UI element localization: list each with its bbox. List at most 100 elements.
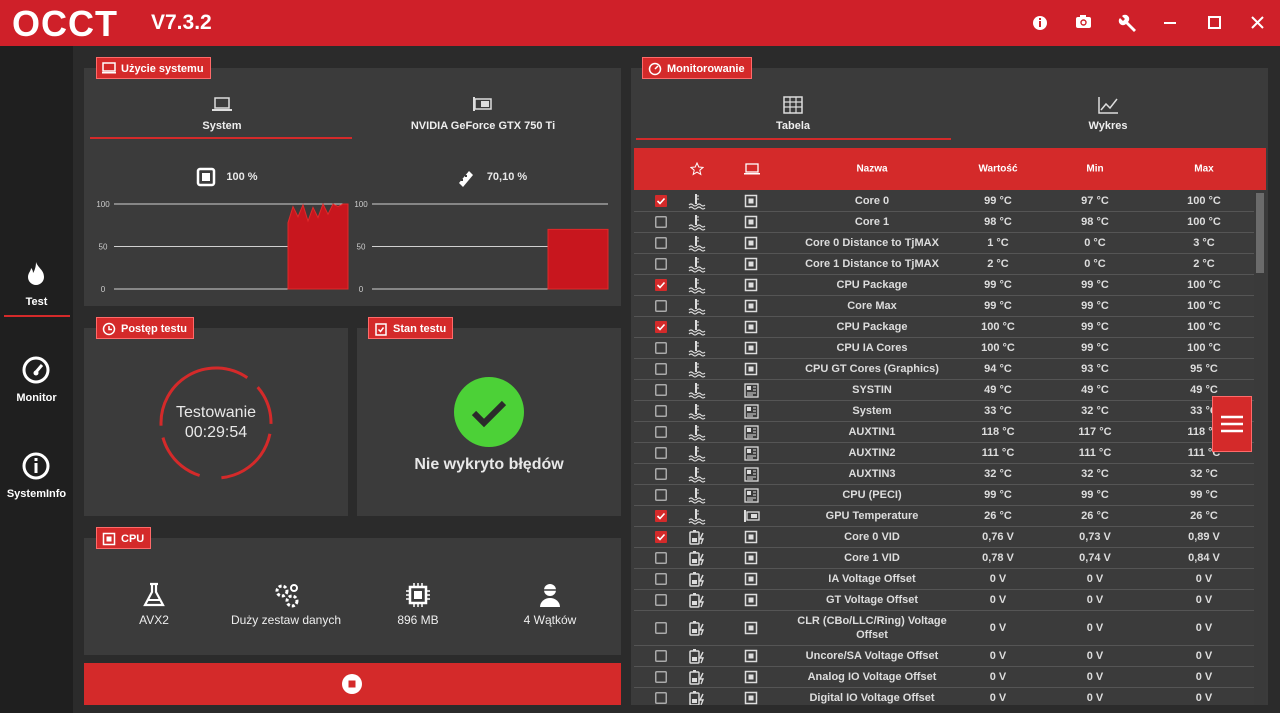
sensor-row: Core 1 VID 0,78 V 0,74 V 0,84 V xyxy=(634,548,1254,569)
usage-tab[interactable]: NVIDIA GeForce GTX 750 Ti xyxy=(410,120,556,132)
tab-underline xyxy=(636,138,951,140)
sensor-name: CPU Package xyxy=(836,321,908,333)
sensor-value: 49 °C xyxy=(984,384,1012,396)
sensor-row: CPU (PECI) 99 °C 99 °C 99 °C xyxy=(634,485,1254,506)
minimize-button[interactable] xyxy=(1164,22,1176,24)
progress-badge: Postęp testu xyxy=(96,317,195,339)
monitoring-tab[interactable]: Tabela xyxy=(775,120,811,132)
checkbox[interactable] xyxy=(651,506,671,526)
maximize-button[interactable] xyxy=(1208,16,1221,29)
stop-button[interactable] xyxy=(84,663,621,705)
sidebar: Test Monitor SystemInfo xyxy=(0,46,73,713)
sidebar-item[interactable]: Monitor xyxy=(0,356,73,426)
sensor-name: CPU GT Cores (Graphics) xyxy=(805,363,939,375)
sensor-type-glyph xyxy=(688,193,706,210)
checkbox[interactable] xyxy=(651,254,671,274)
sensor-type-glyph xyxy=(689,690,705,705)
sensor-name: CPU IA Cores xyxy=(836,342,908,354)
version: V7.3.2 xyxy=(151,11,212,34)
checkbox[interactable] xyxy=(651,667,671,687)
sensor-type-glyph xyxy=(689,550,705,566)
info-button[interactable] xyxy=(1033,16,1047,30)
sensor-type-glyph xyxy=(689,529,705,545)
sidebar-icon xyxy=(22,356,50,384)
sensor-value: 2 °C xyxy=(987,258,1009,270)
sensor-value: 0 V xyxy=(989,573,1007,585)
settings-button[interactable] xyxy=(1118,14,1136,33)
device-glyph xyxy=(744,341,758,354)
device-icon xyxy=(742,317,762,337)
checkbox[interactable] xyxy=(651,380,671,400)
sensor-type-glyph xyxy=(688,319,706,336)
checkbox[interactable] xyxy=(651,646,671,666)
sensor-type-glyph xyxy=(688,340,706,357)
sensor-min: 0,74 V xyxy=(1079,552,1111,564)
device-glyph xyxy=(744,670,758,683)
sensor-value: 0,78 V xyxy=(982,552,1014,564)
monitoring-tab[interactable]: Wykres xyxy=(1088,120,1128,132)
sensor-row: CPU IA Cores 100 °C 99 °C 100 °C xyxy=(634,338,1254,359)
checkbox[interactable] xyxy=(651,611,671,645)
checkbox[interactable] xyxy=(651,688,671,705)
sensor-type-glyph xyxy=(688,466,706,483)
checkbox[interactable] xyxy=(651,548,671,568)
sidebar-icon xyxy=(28,262,44,285)
sensor-type-glyph xyxy=(688,235,706,252)
checkbox[interactable] xyxy=(651,338,671,358)
sensor-type-glyph xyxy=(689,648,705,664)
checkbox[interactable] xyxy=(651,422,671,442)
checkbox[interactable] xyxy=(651,191,671,211)
sensor-type-icon xyxy=(687,611,707,645)
sensor-value: 0,76 V xyxy=(982,531,1014,543)
sensor-row: CPU Package 100 °C 99 °C 100 °C xyxy=(634,317,1254,338)
sidebar-item[interactable]: SystemInfo xyxy=(0,452,73,522)
checkbox-box xyxy=(655,384,667,396)
checkbox[interactable] xyxy=(651,275,671,295)
checkbox[interactable] xyxy=(651,317,671,337)
monitoring-badge: Monitorowanie xyxy=(642,57,752,79)
progress-ring xyxy=(159,366,273,480)
sensor-row: AUXTIN1 118 °C 117 °C 118 °C xyxy=(634,422,1254,443)
sensor-max: 0,89 V xyxy=(1188,531,1220,543)
checkbox[interactable] xyxy=(651,569,671,589)
gauge-value: 70,10 % xyxy=(486,171,528,183)
scrollbar[interactable] xyxy=(1254,191,1266,705)
sensor-value: 0 V xyxy=(989,594,1007,606)
checkbox-box xyxy=(655,447,667,459)
sensor-type-icon xyxy=(687,485,707,505)
checkbox[interactable] xyxy=(651,527,671,547)
checkbox-box xyxy=(655,321,667,333)
sensor-type-glyph xyxy=(688,424,706,441)
cpu-badge: CPU xyxy=(96,527,152,549)
usage-tab[interactable]: System xyxy=(202,120,242,132)
sensor-type-glyph xyxy=(689,669,705,685)
checkbox[interactable] xyxy=(651,359,671,379)
checkbox-box xyxy=(655,573,667,585)
sensor-max: 33 °C xyxy=(1190,405,1218,417)
close-button[interactable] xyxy=(1251,16,1264,29)
sensor-max: 49 °C xyxy=(1190,384,1218,396)
sensor-value: 0 V xyxy=(989,671,1007,683)
checkbox[interactable] xyxy=(651,590,671,610)
column-header: Max xyxy=(1194,163,1214,175)
checkbox[interactable] xyxy=(651,296,671,316)
tab-icon xyxy=(783,96,803,114)
checkbox[interactable] xyxy=(651,485,671,505)
menu-button[interactable] xyxy=(1212,396,1252,452)
checkbox[interactable] xyxy=(651,401,671,421)
checkbox[interactable] xyxy=(651,212,671,232)
sensor-type-icon xyxy=(687,688,707,705)
sidebar-item[interactable]: Test xyxy=(0,260,73,330)
device-icon xyxy=(742,233,762,253)
scroll-thumb[interactable] xyxy=(1256,193,1264,273)
device-glyph xyxy=(744,299,758,312)
checkbox[interactable] xyxy=(651,233,671,253)
device-glyph xyxy=(744,530,758,543)
checkbox[interactable] xyxy=(651,464,671,484)
sensor-value: 100 °C xyxy=(981,321,1015,333)
screenshot-button[interactable] xyxy=(1076,15,1091,28)
sensor-max: 100 °C xyxy=(1187,300,1221,312)
sensor-min: 0 V xyxy=(1086,692,1104,704)
sensor-row: GPU Temperature 26 °C 26 °C 26 °C xyxy=(634,506,1254,527)
checkbox[interactable] xyxy=(651,443,671,463)
